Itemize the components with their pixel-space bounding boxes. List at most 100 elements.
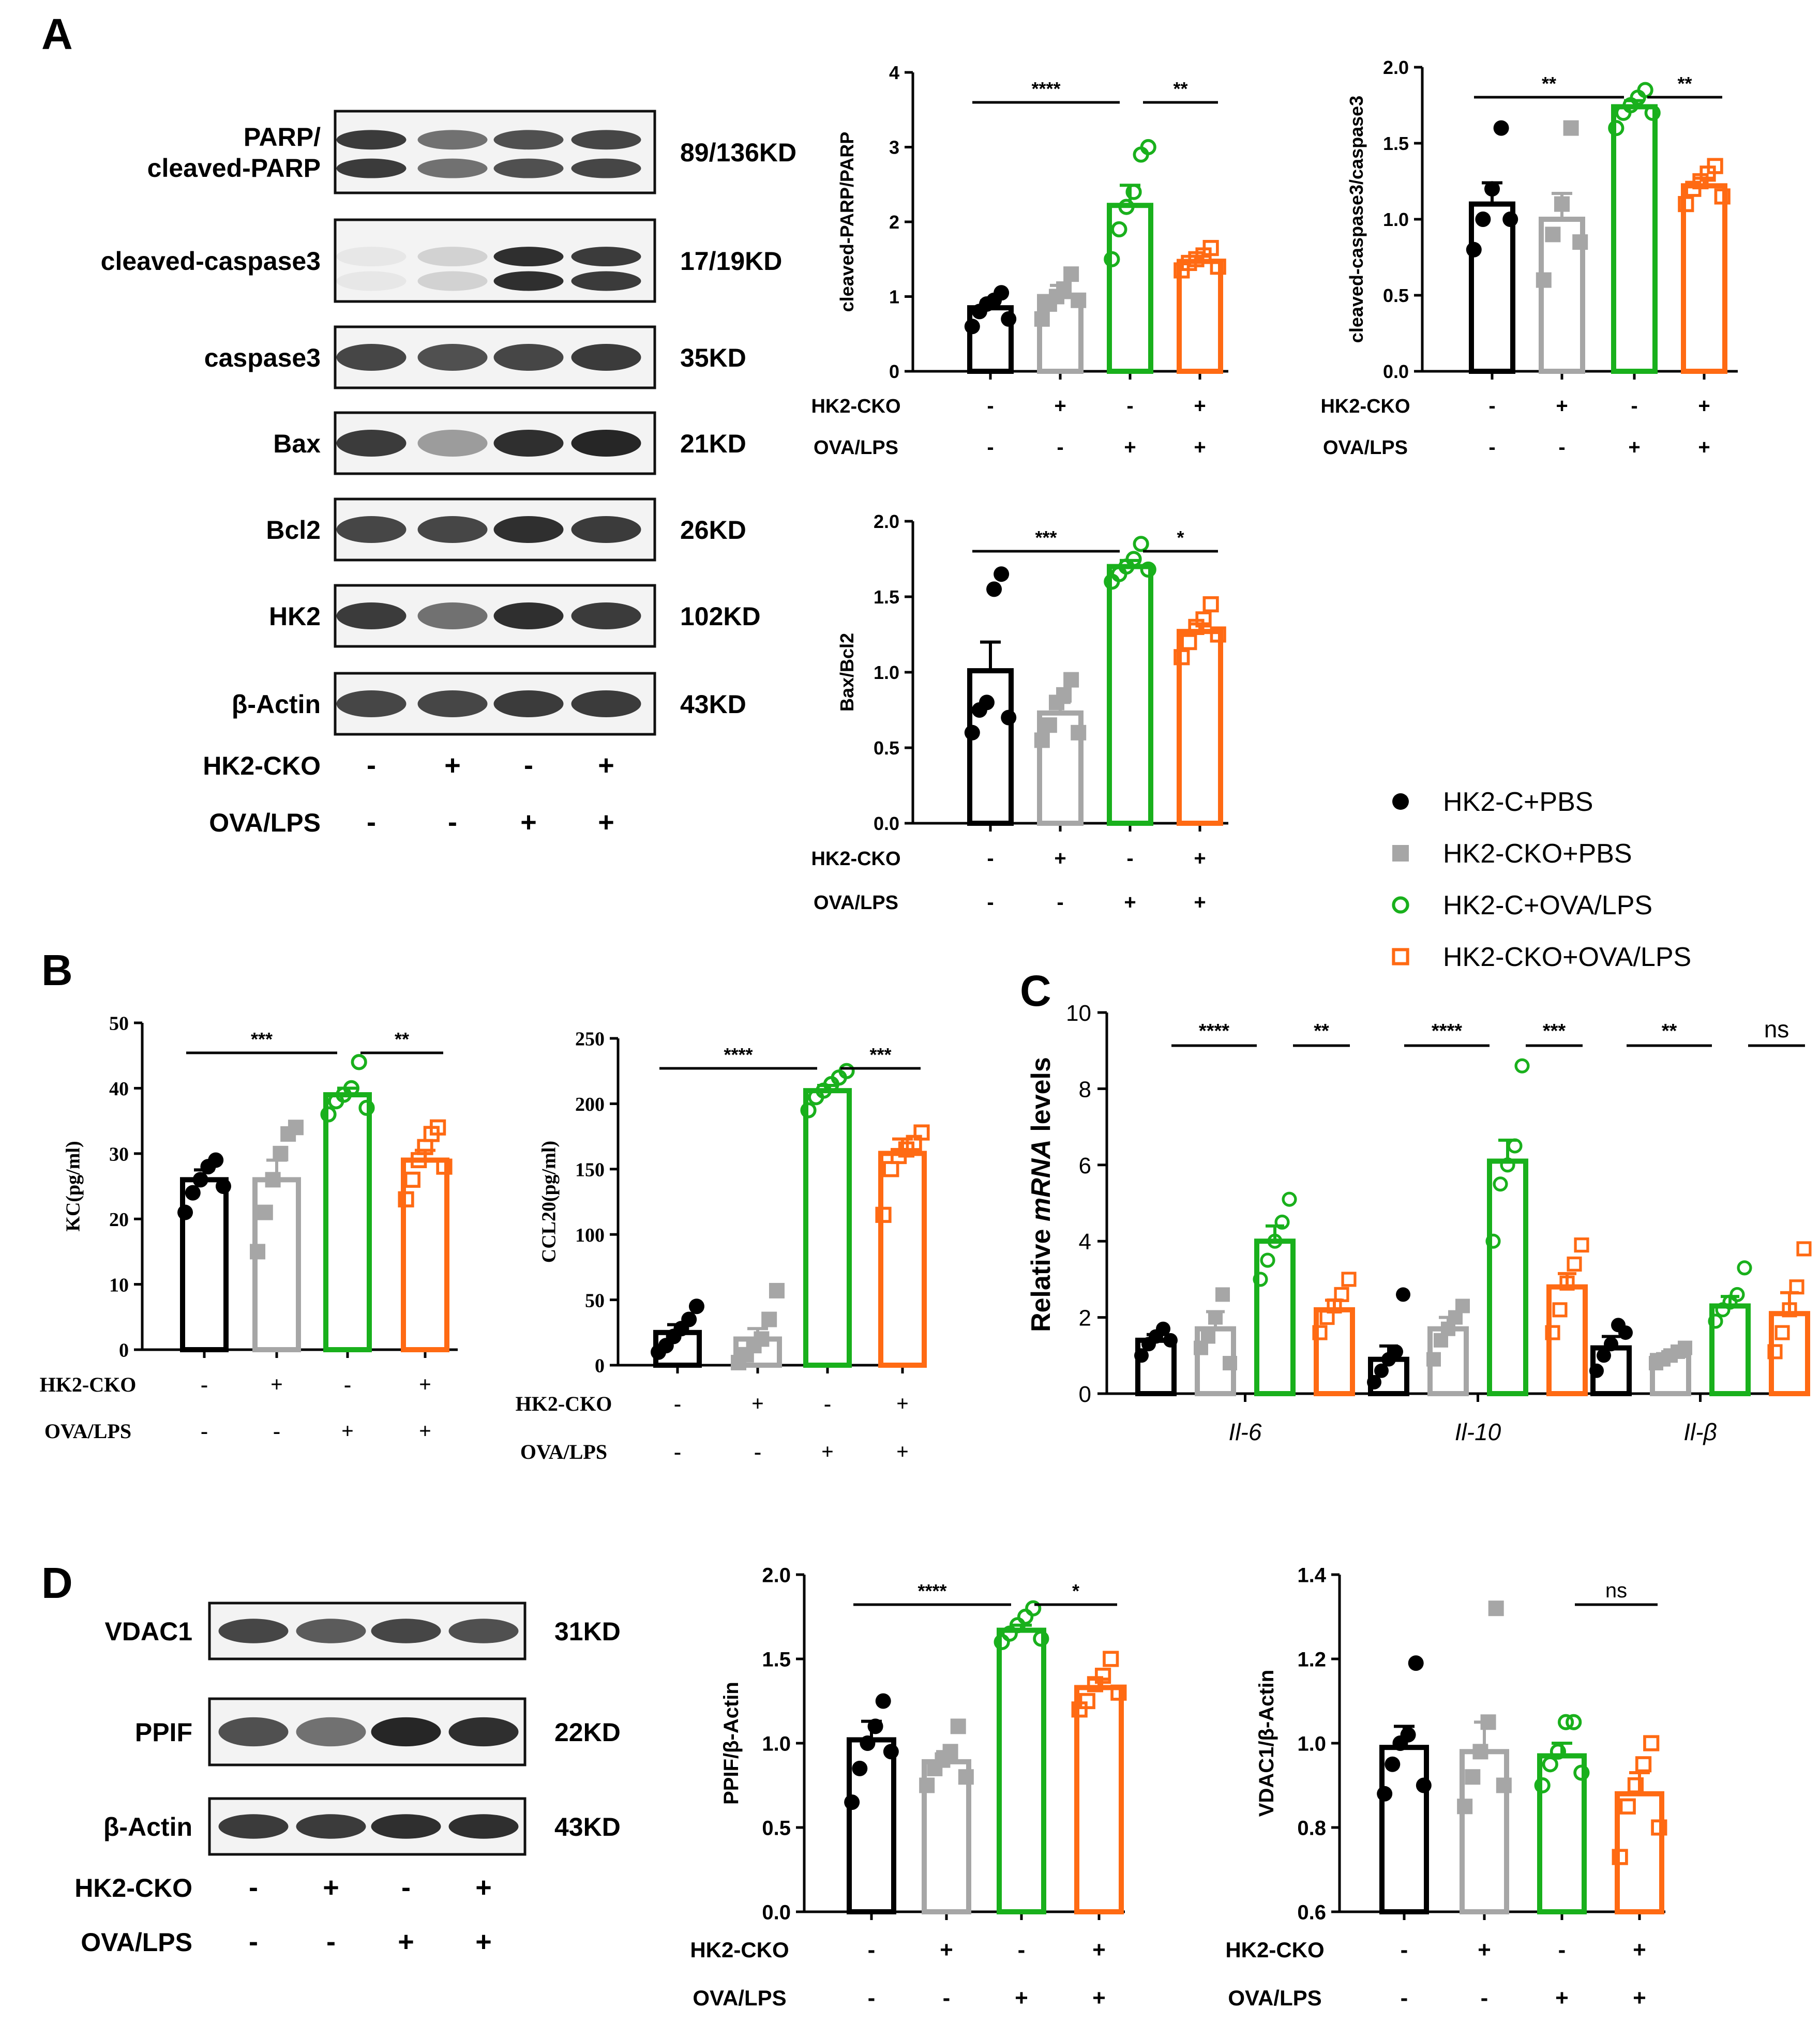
blot-band: [571, 430, 641, 457]
blot-band: [448, 1619, 519, 1643]
data-point: [919, 1777, 935, 1793]
y-tick-label: 0.0: [762, 1901, 791, 1924]
data-point: [754, 1331, 770, 1347]
y-tick-label: 6: [1079, 1153, 1091, 1179]
data-point: [1274, 1214, 1290, 1230]
data-point: [958, 1769, 974, 1785]
significance-label: ****: [1432, 1020, 1462, 1042]
panel-a-condition-label-hk2: HK2-CKO: [203, 751, 321, 780]
data-point: [1133, 536, 1149, 552]
bar: [1074, 1685, 1124, 1914]
data-point: [1094, 1668, 1111, 1684]
significance-label: ns: [1764, 1016, 1789, 1043]
blot-band: [371, 1814, 441, 1839]
data-point: [1025, 1600, 1042, 1617]
blot-band: [493, 690, 564, 717]
data-point: [1267, 1233, 1283, 1249]
data-point: [1627, 1777, 1644, 1794]
blot-band: [371, 1619, 441, 1643]
blot-kd-label: 43KD: [680, 690, 746, 719]
data-point: [964, 724, 980, 741]
panel-d-condition-label-ova: OVA/LPS: [81, 1928, 192, 1957]
condition-sign: -: [824, 1392, 831, 1416]
data-point: [875, 1693, 891, 1709]
condition-sign: -: [674, 1392, 681, 1416]
y-tick-label: 1.0: [1383, 209, 1409, 230]
y-axis-label-part: levels: [1026, 1057, 1056, 1139]
y-tick-label: 0: [1079, 1382, 1091, 1407]
condition-sign: +: [751, 1392, 764, 1416]
data-point: [1545, 1325, 1560, 1340]
panel-a-blot-row: caspase3 35KD: [204, 325, 746, 389]
blot-band: [417, 158, 488, 178]
y-tick-label: 8: [1079, 1077, 1091, 1102]
blot-band: [571, 247, 641, 267]
legend: HK2-C+PBS HK2-CKO+PBS HK2-C+OVA/LPS HK2-CKO…: [1392, 787, 1691, 972]
condition-sign: +: [1628, 436, 1640, 459]
data-point: [875, 1206, 892, 1223]
panel-a-blot-row: Bcl2 26KD: [266, 497, 746, 562]
y-tick-label: 250: [575, 1029, 605, 1050]
significance-label: ***: [869, 1044, 891, 1065]
data-point: [250, 1244, 266, 1260]
panel-d-blot-row: β-Actin 43KD: [103, 1797, 621, 1856]
y-tick-label: 2.0: [762, 1564, 791, 1587]
blot-band: [336, 430, 407, 457]
data-point: [1500, 1157, 1515, 1173]
data-point: [1125, 551, 1142, 567]
condition-sign: -: [987, 891, 994, 914]
bar: [1487, 1158, 1528, 1396]
data-point: [1493, 1176, 1508, 1192]
blot-band: [336, 516, 407, 543]
significance-label: **: [1677, 73, 1692, 94]
blot-band: [571, 344, 641, 371]
panel-a-blot-row: HK2 102KD: [269, 584, 761, 648]
blot-band: [571, 690, 641, 717]
data-point: [288, 1120, 304, 1136]
y-tick-label: 4: [889, 62, 899, 83]
data-point: [1374, 1363, 1389, 1378]
y-tick-label: 0: [119, 1340, 129, 1362]
condition-sign: +: [1092, 1985, 1106, 2011]
significance-label: *: [1072, 1580, 1079, 1602]
data-point: [1552, 1302, 1568, 1318]
data-point: [1103, 1651, 1119, 1667]
blot-protein-label: caspase3: [204, 343, 321, 372]
condition-sign: +: [1054, 847, 1066, 870]
data-point: [1426, 1352, 1441, 1367]
panel-a-condition-sign: +: [444, 750, 461, 781]
data-point: [1017, 1608, 1034, 1625]
legend-marker: [1392, 948, 1409, 965]
blot-band: [336, 602, 407, 629]
chart-vdac: 0.6 0.8 1.0 1.2 1.4 VDAC1/β-Actin ns HK2-CKO OVA…: [1225, 1564, 1667, 2011]
condition-sign: -: [1401, 1937, 1408, 1962]
data-point: [1729, 1287, 1745, 1302]
western-blots: PARP/cleaved-PARP 89/136KD cleaved-caspase…: [74, 110, 796, 1957]
blot-band: [417, 344, 488, 371]
data-point: [1104, 251, 1120, 267]
blot-band: [493, 158, 564, 178]
data-point: [1545, 226, 1561, 243]
legend-label: HK2-C+OVA/LPS: [1443, 890, 1652, 920]
panel-d-condition-sign: +: [475, 1926, 492, 1957]
significance-label: ****: [1031, 78, 1060, 99]
condition-sign: +: [1194, 436, 1206, 459]
legend-label: HK2-CKO+PBS: [1443, 839, 1632, 869]
data-point: [1644, 104, 1661, 121]
data-point: [1195, 611, 1212, 628]
data-point: [1071, 724, 1087, 741]
condition-sign: +: [1092, 1937, 1106, 1962]
blot-band: [336, 158, 407, 178]
blot-band: [417, 247, 488, 267]
data-point: [1488, 1600, 1504, 1617]
data-point: [1466, 241, 1482, 258]
panel-d-condition-label-hk2: HK2-CKO: [74, 1874, 192, 1902]
condition-sign: -: [1126, 847, 1133, 870]
blot-kd-label: 21KD: [680, 429, 746, 458]
data-point: [1367, 1374, 1381, 1389]
data-point: [838, 1063, 855, 1079]
data-point: [404, 1171, 420, 1188]
blot-protein-label: cleaved-PARP: [147, 154, 321, 183]
